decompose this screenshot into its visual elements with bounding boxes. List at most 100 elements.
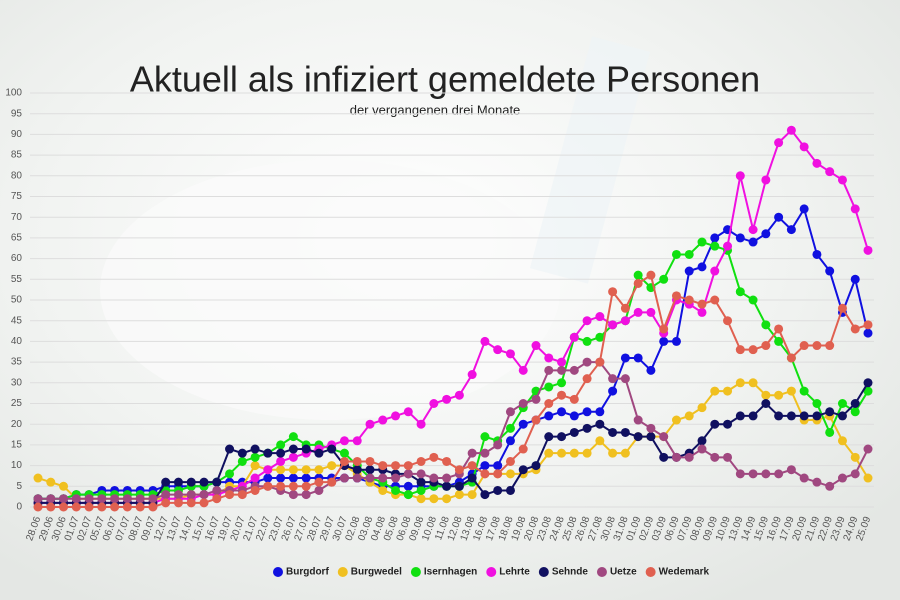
data-point: [135, 502, 145, 512]
data-point: [518, 419, 528, 429]
data-point: [250, 444, 260, 454]
data-point: [786, 386, 796, 396]
data-point: [646, 307, 656, 317]
data-point: [288, 444, 298, 454]
data-point: [774, 336, 784, 346]
data-point: [671, 452, 681, 462]
y-tick-label: 0: [16, 502, 22, 513]
data-point: [774, 390, 784, 400]
data-point: [416, 469, 426, 479]
data-point: [671, 291, 681, 301]
data-point: [608, 287, 618, 297]
data-point: [786, 225, 796, 235]
data-point: [416, 456, 426, 466]
legend-marker: [645, 567, 656, 577]
data-point: [544, 353, 554, 363]
data-point: [276, 481, 286, 491]
data-point: [620, 448, 630, 458]
data-point: [352, 465, 362, 475]
data-point: [288, 490, 298, 500]
data-point: [697, 403, 707, 413]
data-point: [812, 158, 822, 168]
data-point: [480, 432, 490, 442]
data-point: [544, 399, 554, 408]
data-point: [263, 465, 273, 475]
data-point: [493, 461, 503, 471]
data-point: [327, 444, 337, 454]
data-point: [391, 485, 401, 495]
data-point: [237, 448, 247, 458]
data-point: [748, 295, 758, 305]
data-point: [122, 502, 132, 512]
data-point: [237, 456, 247, 466]
data-point: [365, 465, 375, 475]
data-point: [812, 399, 822, 408]
data-point: [365, 419, 375, 429]
data-point: [352, 436, 362, 446]
data-point: [582, 448, 592, 458]
data-point: [671, 249, 681, 259]
data-point: [837, 436, 847, 446]
data-point: [429, 494, 439, 504]
data-point: [288, 452, 298, 462]
legend-marker: [337, 567, 348, 577]
data-point: [352, 456, 362, 466]
data-point: [723, 419, 733, 429]
data-point: [850, 274, 860, 284]
chart-subtitle: der vergangenen drei Monate: [350, 102, 521, 117]
data-point: [467, 473, 477, 483]
data-point: [416, 419, 426, 429]
data-point: [837, 303, 847, 313]
data-point: [748, 225, 758, 235]
data-point: [659, 336, 669, 346]
data-point: [288, 465, 298, 475]
data-point: [633, 278, 643, 288]
data-point: [710, 419, 720, 429]
data-point: [710, 386, 720, 396]
data-point: [633, 270, 643, 280]
data-point: [339, 448, 349, 458]
legend-label: Lehrte: [499, 567, 530, 578]
data-point: [697, 307, 707, 317]
data-point: [786, 411, 796, 421]
data-point: [493, 469, 503, 479]
data-point: [595, 332, 605, 342]
data-point: [557, 378, 567, 388]
data-point: [480, 336, 490, 346]
data-point: [544, 432, 554, 442]
data-point: [761, 175, 771, 185]
legend-label: Isernhagen: [424, 567, 477, 578]
data-point: [212, 494, 222, 504]
data-point: [646, 365, 656, 375]
data-point: [595, 419, 605, 429]
data-point: [391, 461, 401, 471]
data-point: [314, 485, 324, 495]
data-point: [467, 370, 477, 380]
data-point: [493, 440, 503, 450]
data-point: [620, 374, 630, 384]
data-point: [442, 494, 452, 504]
data-point: [301, 490, 311, 500]
data-point: [505, 349, 515, 359]
data-point: [33, 502, 43, 512]
data-point: [122, 494, 132, 504]
data-point: [263, 448, 273, 458]
data-point: [442, 481, 452, 491]
y-tick-label: 35: [11, 357, 23, 368]
data-point: [723, 386, 733, 396]
legend-label: Burgwedel: [351, 567, 402, 578]
data-point: [608, 427, 618, 437]
data-point: [825, 266, 835, 276]
data-point: [837, 411, 847, 421]
data-point: [391, 473, 401, 483]
data-point: [557, 432, 567, 442]
data-point: [544, 382, 554, 392]
data-point: [761, 390, 771, 400]
data-point: [684, 249, 694, 259]
data-point: [569, 427, 579, 437]
data-point: [748, 378, 758, 388]
data-point: [467, 490, 477, 500]
data-point: [697, 436, 707, 446]
legend-label: Wedemark: [659, 567, 710, 578]
data-point: [850, 324, 860, 334]
